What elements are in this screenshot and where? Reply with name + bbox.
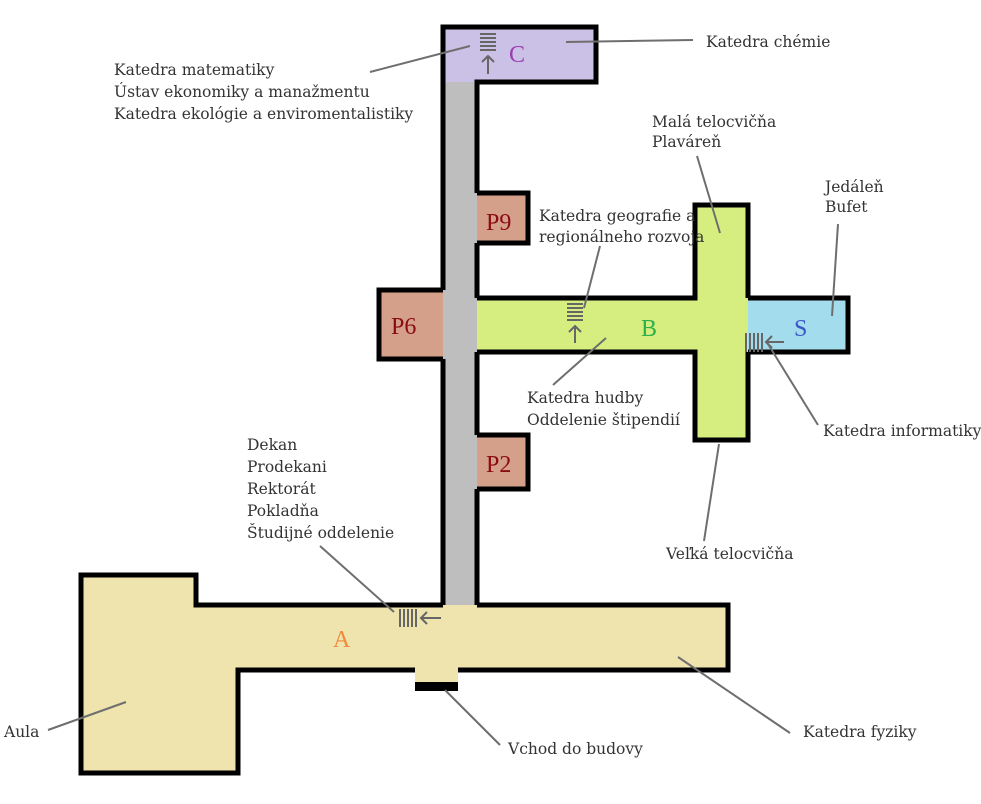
building-b <box>477 205 748 440</box>
label-prodekani: Prodekani <box>247 458 327 476</box>
walls <box>78 24 851 776</box>
building-a <box>81 575 728 773</box>
central-corridor <box>443 82 477 605</box>
label-rektorat: Rektorát <box>247 480 316 498</box>
label-building-p2: P2 <box>486 452 511 478</box>
building-p6 <box>379 290 443 359</box>
label-ekologia: Katedra ekológie a enviromentalistiky <box>114 105 413 123</box>
label-bufet: Bufet <box>825 198 868 216</box>
label-building-p6: P6 <box>391 314 416 340</box>
leader-lines <box>47 39 839 746</box>
label-matematika: Katedra matematiky <box>114 61 275 79</box>
label-building-b: B <box>641 316 657 342</box>
label-pokladna: Pokladňa <box>247 502 319 520</box>
label-jedalen: Jedáleň <box>823 178 884 196</box>
label-studijne: Študijné oddelenie <box>247 524 394 542</box>
label-geografia-2: regionálneho rozvoja <box>539 228 704 246</box>
building-s <box>748 298 848 352</box>
label-fyzika: Katedra fyziky <box>803 723 917 741</box>
label-stipendia: Oddelenie štipendií <box>527 411 681 429</box>
label-vchod: Vchod do budovy <box>507 740 643 758</box>
stairs-s <box>745 333 784 352</box>
label-building-c: C <box>509 42 525 68</box>
label-building-p9: P9 <box>486 210 511 236</box>
label-aula: Aula <box>3 723 39 741</box>
label-velka-telocvicna: Veľká telocvičňa <box>665 545 793 563</box>
label-hudba: Katedra hudby <box>527 389 644 407</box>
label-geografia-1: Katedra geografie a <box>539 207 695 225</box>
building-c <box>443 27 596 82</box>
stairs-c <box>480 33 496 74</box>
label-building-s: S <box>794 316 807 342</box>
building-p2 <box>477 435 528 489</box>
stairs-b <box>567 303 583 343</box>
label-building-a: A <box>333 627 351 653</box>
entrance-door <box>415 682 458 691</box>
label-ekonomika: Ústav ekonomiky a manažmentu <box>114 83 370 101</box>
label-chemie: Katedra chémie <box>706 33 830 51</box>
building-p9 <box>477 193 528 243</box>
label-dekan: Dekan <box>247 436 297 454</box>
stairs-a <box>399 609 441 627</box>
label-plavaren: Plaváreň <box>652 133 721 151</box>
label-mala-telocvicna: Malá telocvičňa <box>652 113 776 131</box>
label-informatika: Katedra informatiky <box>823 422 981 440</box>
